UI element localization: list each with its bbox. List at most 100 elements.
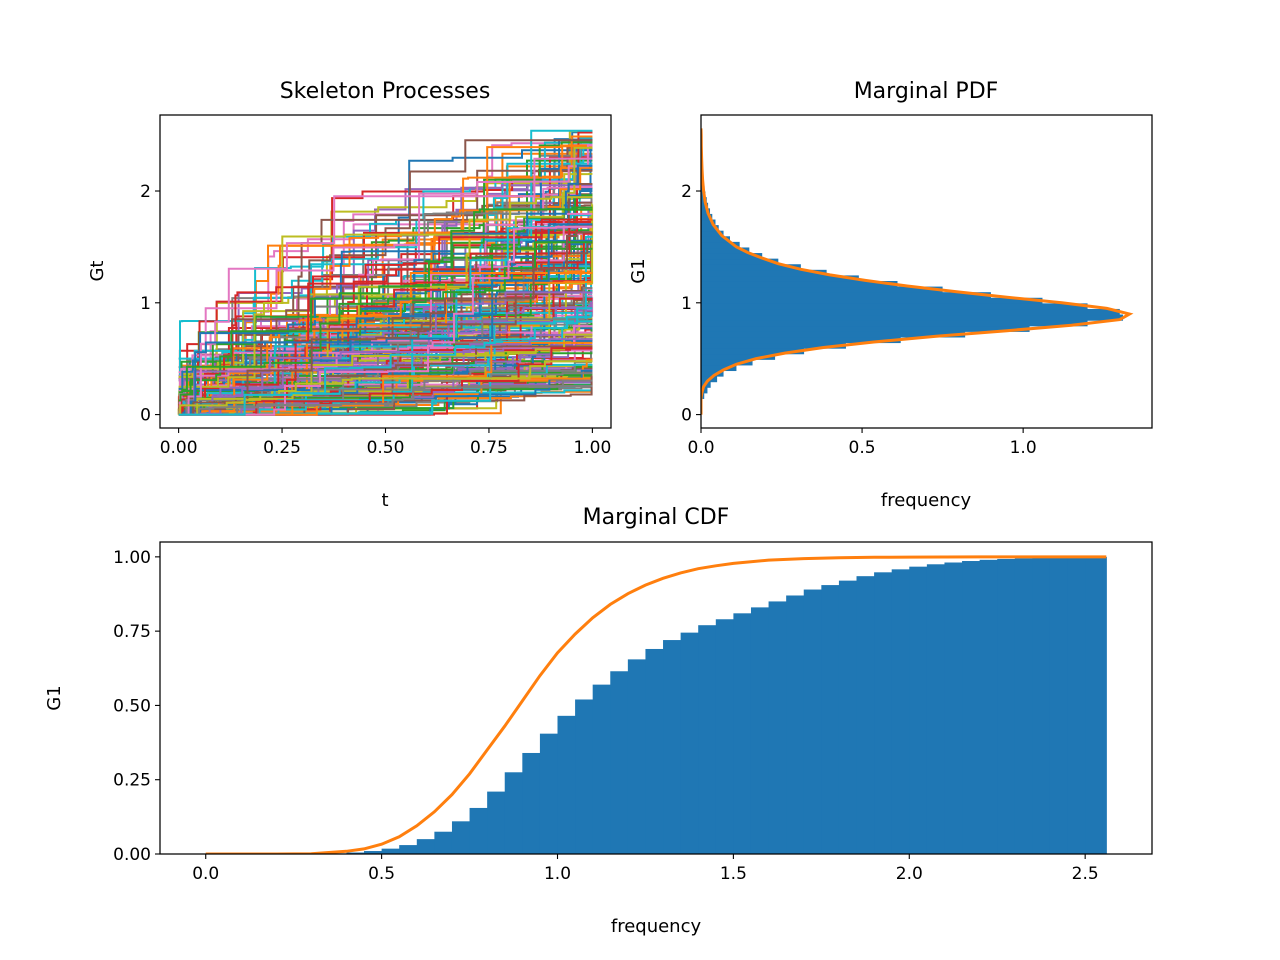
histogram-bar [701, 342, 846, 349]
sample-path [178, 225, 593, 416]
histogram-bar [1102, 556, 1107, 854]
histogram-bar [698, 625, 717, 854]
y-tick-label: 1 [140, 294, 151, 314]
histogram-bar [610, 671, 629, 854]
histogram-bar [557, 715, 576, 854]
histogram-bar [701, 219, 716, 226]
histogram-bar [1067, 557, 1086, 854]
histogram-bar [962, 561, 981, 854]
y-tick-label: 0.25 [113, 771, 151, 791]
y-axis-label: G1 [628, 258, 649, 283]
histogram-bar [346, 852, 365, 854]
sample-path [178, 218, 593, 416]
histogram-bar [1049, 557, 1069, 854]
skeleton-processes-chart: 0.00 0.25 0.50 0.75 1.00 0 1 2 Skeleton Proces… [87, 79, 612, 511]
x-ticks: 0.0 0.5 1.0 1.5 2.0 2.5 [192, 854, 1099, 884]
sample-path [178, 144, 593, 416]
x-axis-label: frequency [611, 916, 702, 937]
x-tick-label: 0.25 [263, 438, 301, 458]
x-tick-label: 1.5 [720, 864, 747, 884]
histogram-bar [701, 359, 753, 366]
histogram-bar [786, 595, 805, 854]
histogram-bar [701, 275, 859, 282]
y-tick-label: 1 [681, 294, 692, 314]
histogram-bar [1085, 556, 1104, 854]
x-tick-label: 0.50 [367, 438, 405, 458]
histogram-bar [701, 336, 901, 344]
sample-path [178, 385, 593, 416]
histogram-bars [701, 135, 1124, 399]
histogram-bar [701, 308, 1120, 316]
x-axis-label: t [381, 490, 388, 511]
y-ticks: 0 1 2 [681, 182, 701, 426]
histogram-bar [701, 331, 966, 338]
sample-path [178, 157, 593, 416]
histogram-bar [416, 839, 435, 854]
y-tick-label: 2 [140, 182, 151, 202]
histogram-bar [701, 208, 711, 215]
histogram-bar [592, 684, 611, 854]
sample-path [178, 360, 593, 416]
sample-path [178, 206, 593, 402]
y-tick-label: 0 [140, 406, 151, 426]
axes-frame [700, 114, 1153, 429]
sample-path [178, 241, 593, 394]
histogram-bar [1032, 557, 1051, 854]
sample-path [178, 225, 593, 416]
histogram-bar [701, 325, 1030, 332]
y-ticks: 0.00 0.25 0.50 0.75 1.00 [113, 548, 160, 865]
histogram-bar [701, 241, 740, 249]
histogram-bar [701, 320, 1088, 327]
sample-path [178, 338, 593, 416]
histogram-bar [575, 699, 594, 854]
x-axis-label: frequency [881, 490, 972, 511]
axes-frame [159, 541, 1153, 855]
histogram-bar [487, 791, 506, 854]
x-tick-label: 0.5 [849, 438, 876, 458]
histogram-bar [891, 569, 910, 854]
sample-paths [177, 129, 594, 416]
histogram-bar [701, 213, 713, 221]
histogram-bar [627, 659, 647, 854]
cdf-curve [205, 555, 1107, 854]
histogram-bar [715, 619, 734, 854]
x-tick-label: 0.0 [192, 864, 219, 884]
sample-path [178, 186, 593, 416]
histogram-bar [504, 772, 523, 854]
histogram-bar [701, 314, 1124, 321]
histogram-bar [381, 848, 400, 854]
x-tick-label: 2.0 [896, 864, 923, 884]
histogram-bar [522, 752, 541, 854]
sample-path [178, 146, 593, 388]
histogram-bar [803, 589, 822, 854]
x-tick-label: 0.00 [160, 438, 198, 458]
histogram-bar [701, 303, 1088, 310]
histogram-bar [944, 562, 963, 854]
y-axis-label: G1 [44, 685, 65, 710]
histogram-bar [364, 851, 383, 854]
histogram-bar [750, 607, 770, 854]
histogram-bars [311, 556, 1107, 854]
histogram-bar [680, 632, 699, 854]
histogram-bar [701, 286, 943, 293]
histogram-bar [997, 558, 1016, 854]
sample-path [178, 375, 593, 416]
x-tick-label: 0.75 [470, 438, 508, 458]
histogram-bar [701, 202, 709, 209]
histogram-bar [701, 292, 991, 299]
histogram-bar [451, 821, 471, 854]
histogram-bar [926, 564, 946, 854]
sample-path [178, 144, 593, 374]
x-ticks: 0.0 0.5 1.0 [687, 428, 1037, 458]
histogram-bar [979, 559, 998, 854]
histogram-bar [469, 807, 488, 854]
y-tick-label: 0.00 [113, 845, 151, 865]
histogram-bar [701, 387, 708, 394]
histogram-bar [701, 258, 779, 265]
pdf-curve [701, 128, 1134, 415]
histogram-bar [539, 733, 559, 854]
histogram-bar [701, 269, 827, 277]
x-ticks: 0.00 0.25 0.50 0.75 1.00 [160, 428, 611, 458]
histogram-bar [1014, 558, 1033, 854]
x-tick-label: 0.5 [368, 864, 395, 884]
